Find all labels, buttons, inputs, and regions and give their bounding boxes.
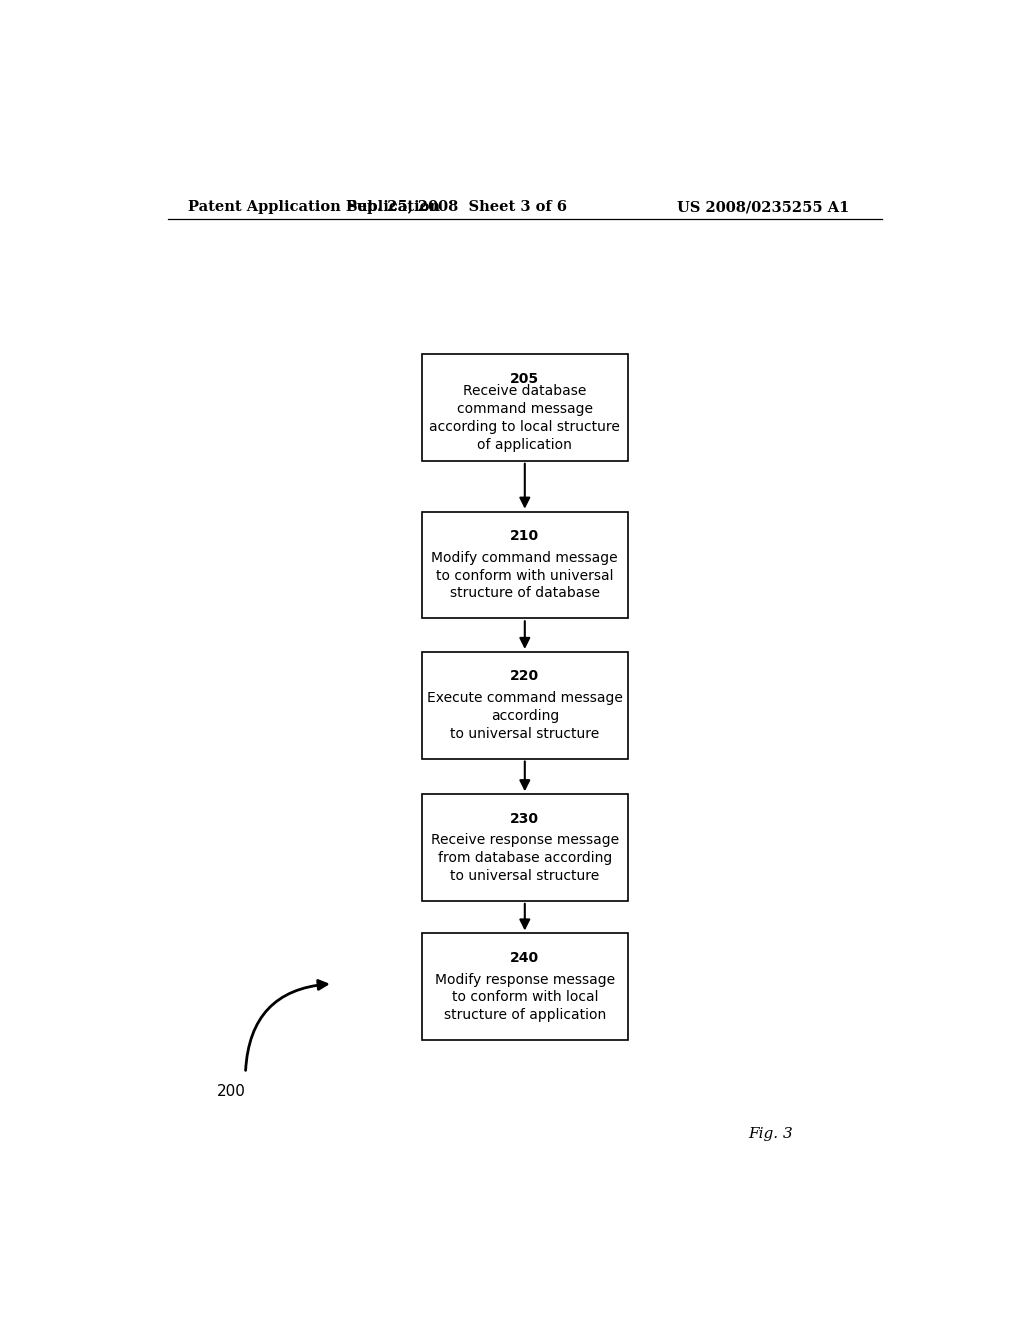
Text: 240: 240 — [510, 950, 540, 965]
FancyBboxPatch shape — [422, 652, 628, 759]
Text: Fig. 3: Fig. 3 — [749, 1127, 794, 1142]
Text: Modify response message
to conform with local
structure of application: Modify response message to conform with … — [435, 973, 614, 1022]
FancyBboxPatch shape — [422, 795, 628, 900]
Text: US 2008/0235255 A1: US 2008/0235255 A1 — [677, 201, 849, 214]
Text: 220: 220 — [510, 669, 540, 684]
Text: 210: 210 — [510, 529, 540, 543]
Text: 200: 200 — [217, 1084, 246, 1100]
FancyBboxPatch shape — [422, 354, 628, 461]
Text: Execute command message
according
to universal structure: Execute command message according to uni… — [427, 692, 623, 741]
FancyBboxPatch shape — [422, 933, 628, 1040]
Text: 205: 205 — [510, 372, 540, 385]
Text: Receive database
command message
according to local structure
of application: Receive database command message accordi… — [429, 384, 621, 451]
Text: 230: 230 — [510, 812, 540, 826]
Text: Sep. 25, 2008  Sheet 3 of 6: Sep. 25, 2008 Sheet 3 of 6 — [347, 201, 567, 214]
Text: Receive response message
from database according
to universal structure: Receive response message from database a… — [431, 833, 618, 883]
Text: Patent Application Publication: Patent Application Publication — [187, 201, 439, 214]
Text: Modify command message
to conform with universal
structure of database: Modify command message to conform with u… — [431, 550, 618, 601]
FancyArrowPatch shape — [246, 981, 327, 1071]
FancyBboxPatch shape — [422, 512, 628, 618]
